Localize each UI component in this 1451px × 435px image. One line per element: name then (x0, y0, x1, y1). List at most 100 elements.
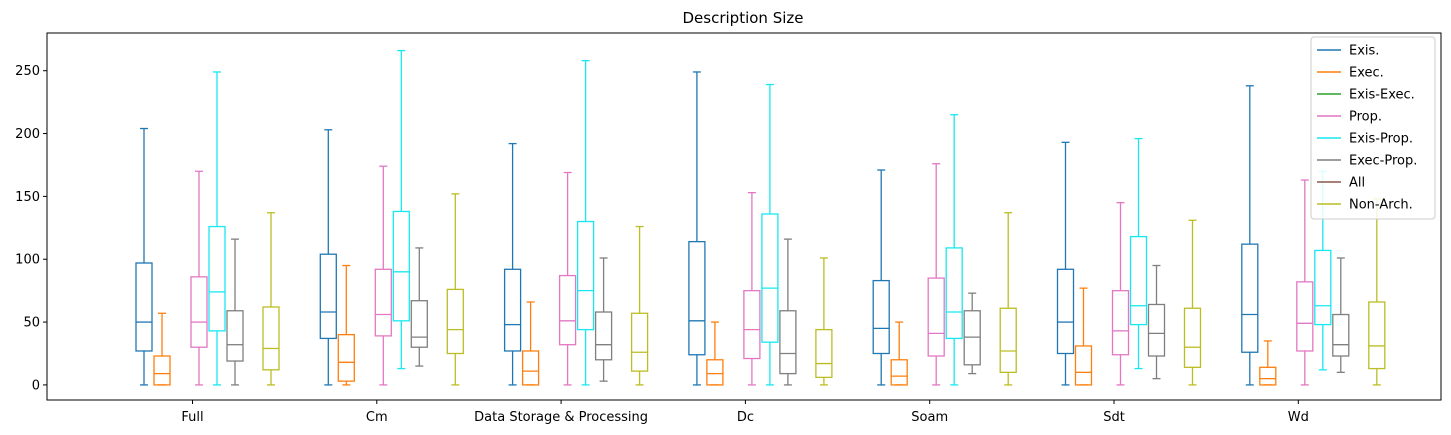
legend-box (1310, 36, 1436, 220)
box-3-series-5 (779, 238, 797, 386)
box-6-series-7 (1368, 198, 1386, 386)
box-iqr (1074, 345, 1093, 386)
box-4-series-7 (999, 212, 1017, 386)
box-2-series-7 (630, 225, 649, 386)
legend: Exis. Exec. Exis-Exec. Prop. Exis-Prop. Exec-… (1310, 36, 1436, 220)
box-1-series-7 (446, 193, 464, 386)
box-3-series-3 (743, 191, 761, 386)
box-iqr (208, 225, 226, 332)
box-2-series-5 (594, 257, 613, 382)
legend-label: Exis-Exec. (1349, 88, 1415, 103)
legend-label: Exis. (1349, 44, 1379, 59)
box-iqr (761, 213, 779, 343)
x-tick-label: Soam (911, 410, 948, 425)
box-iqr (446, 288, 464, 355)
box-6-series-5 (1332, 257, 1350, 373)
box-iqr (521, 350, 540, 386)
box-4-series-0 (872, 169, 890, 386)
box-4-series-3 (927, 163, 945, 386)
box-6-series-3 (1296, 179, 1314, 386)
box-iqr (576, 220, 595, 331)
box-iqr (1147, 303, 1166, 357)
box-5-series-0 (1056, 141, 1075, 386)
legend-item: Exis-Exec. (1317, 88, 1415, 103)
box-2-series-3 (558, 171, 577, 386)
box-iqr (890, 359, 908, 386)
box-iqr (153, 355, 171, 386)
box-1-series-5 (410, 247, 428, 367)
box-5-series-5 (1147, 264, 1166, 380)
box-0-series-5 (226, 238, 244, 386)
x-tick-label: Sdt (1103, 410, 1125, 425)
box-0-series-3 (190, 170, 208, 386)
x-tick-label: Cm (366, 410, 388, 425)
box-iqr (779, 310, 797, 375)
legend-label: Non-Arch. (1349, 198, 1413, 213)
box-2-series-0 (503, 142, 522, 386)
box-iqr (337, 333, 355, 382)
box-iqr (319, 253, 337, 340)
x-tick-label: Dc (737, 410, 754, 425)
x-tick-label: Data Storage & Processing (474, 410, 648, 425)
box-3-series-0 (688, 71, 706, 386)
y-tick-label: 150 (15, 190, 40, 205)
box-5-series-4 (1129, 137, 1148, 370)
x-tick-label: Full (181, 410, 203, 425)
box-iqr (1183, 307, 1202, 368)
box-4-series-5 (963, 292, 981, 375)
box-iqr (999, 307, 1017, 373)
legend-label: Exis-Prop. (1349, 132, 1413, 147)
box-6-series-1 (1259, 340, 1277, 386)
box-3-series-1 (706, 321, 724, 386)
plot-area (135, 49, 1386, 386)
box-3-series-4 (761, 83, 779, 386)
box-iqr (1111, 290, 1130, 356)
box-5-series-7 (1183, 219, 1202, 386)
x-tick-label: Wd (1288, 410, 1309, 425)
box-1-series-0 (319, 129, 337, 386)
legend-item: Exis. (1317, 44, 1379, 59)
axes-frame (46, 32, 1442, 401)
box-iqr (558, 274, 577, 346)
box-iqr (1332, 313, 1350, 357)
box-0-series-1 (153, 312, 171, 386)
box-iqr (226, 310, 244, 362)
box-iqr (1296, 281, 1314, 352)
box-iqr (706, 359, 724, 386)
box-iqr (743, 290, 761, 360)
box-4-series-4 (945, 114, 963, 386)
box-iqr (594, 311, 613, 361)
box-1-series-4 (392, 49, 410, 370)
legend-item: Prop. (1317, 110, 1382, 125)
box-iqr (630, 312, 649, 372)
y-tick-label: 50 (23, 316, 40, 331)
box-iqr (1056, 268, 1075, 355)
y-tick-label: 250 (15, 64, 40, 79)
box-iqr (262, 306, 280, 371)
box-iqr (688, 240, 706, 356)
legend-item: All (1317, 176, 1365, 191)
box-5-series-3 (1111, 202, 1130, 386)
box-0-series-4 (208, 71, 226, 386)
legend-item: Exec. (1317, 66, 1384, 81)
box-2-series-1 (521, 301, 540, 386)
y-tick-label: 100 (15, 253, 40, 268)
box-0-series-0 (135, 127, 153, 386)
box-iqr (135, 262, 153, 352)
box-1-series-3 (374, 165, 392, 386)
box-iqr (410, 300, 428, 348)
box-iqr (872, 279, 890, 355)
box-4-series-1 (890, 321, 908, 386)
box-0-series-7 (262, 212, 280, 386)
box-iqr (1314, 249, 1332, 326)
box-6-series-0 (1241, 85, 1259, 386)
box-iqr (1259, 366, 1277, 386)
box-1-series-1 (337, 264, 355, 386)
legend-label: Prop. (1349, 110, 1382, 125)
chart-title: Description Size (683, 9, 804, 27)
legend-item: Exec-Prop. (1317, 154, 1417, 169)
box-iqr (1129, 235, 1148, 326)
box-iqr (945, 247, 963, 340)
box-iqr (392, 210, 410, 322)
legend-label: All (1349, 176, 1365, 191)
